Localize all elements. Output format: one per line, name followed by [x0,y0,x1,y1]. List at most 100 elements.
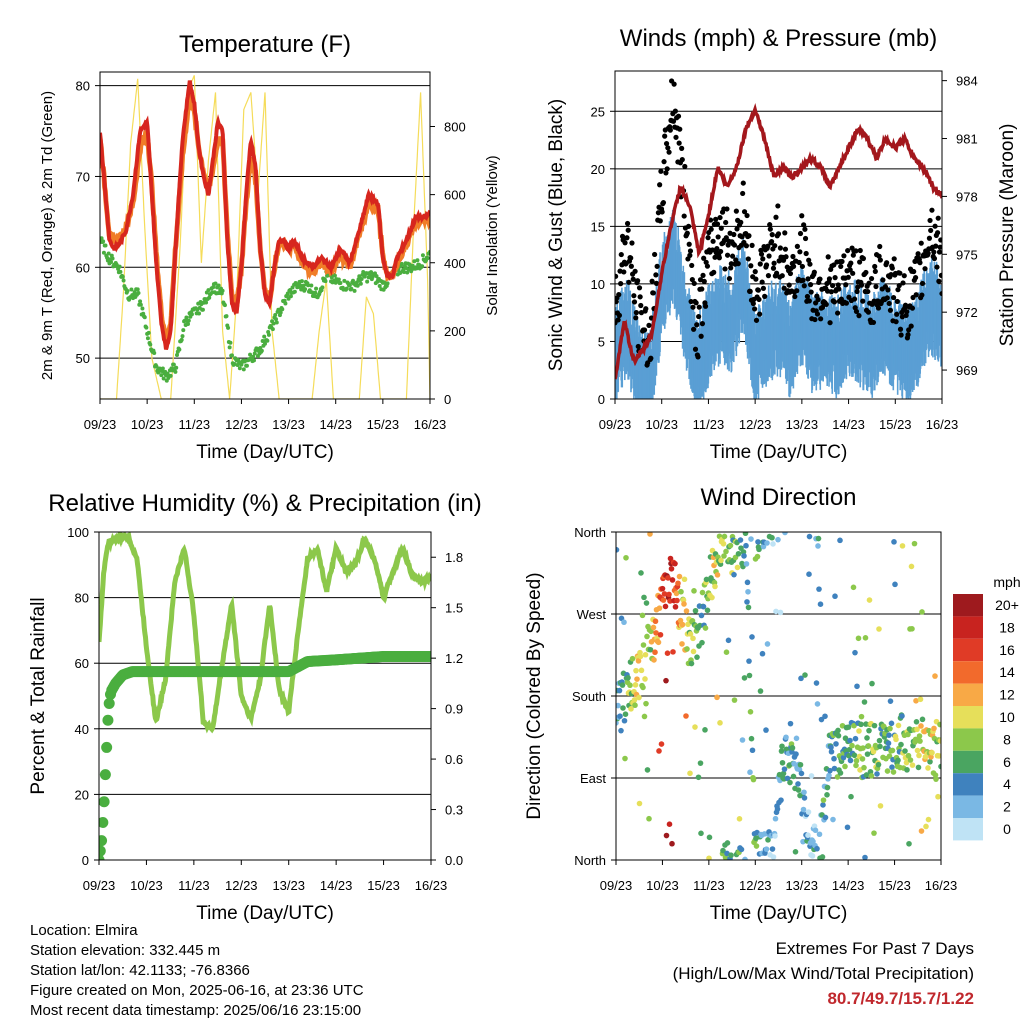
point-gust [689,276,695,283]
y-tick-label: 15 [591,219,605,234]
point-dewpoint [142,315,147,320]
point-dewpoint [179,337,184,342]
point-gust [818,316,824,322]
point-wind-direction [779,743,785,750]
point-total-rainfall [99,816,109,828]
point-wind-direction [932,673,938,679]
point-wind-direction [899,713,905,719]
point-wind-direction [886,753,893,759]
point-gust [922,266,928,272]
y-axis-label: Sonic Wind & Gust (Blue, Black) [546,99,567,371]
point-gust [938,272,942,278]
point-gust [926,235,933,241]
point-wind-direction [676,573,683,580]
point-gust [618,251,624,258]
x-tick-label: 12/23 [225,417,258,432]
point-wind-direction [643,600,650,606]
colorbar-label: 8 [1003,731,1011,747]
station-location: Location: Elmira [30,922,138,939]
point-gust [760,256,766,262]
point-gust [715,234,721,240]
point-wind-direction [846,746,853,753]
point-gust [635,278,641,284]
point-dewpoint [336,277,341,282]
colorbar-swatch [953,728,983,751]
point-wind-direction [892,581,898,588]
point-wind-direction [741,675,748,681]
point-gust [807,261,813,267]
point-gust [755,287,761,293]
point-wind-direction [885,740,892,747]
x-tick-label: 15/23 [878,878,911,893]
point-wind-direction [798,675,804,682]
point-wind-direction [778,748,785,754]
point-wind-direction [916,733,923,739]
x-tick-label: 16/23 [925,878,958,893]
y-tick-label: 0 [598,392,605,407]
point-gust [733,257,739,263]
point-wind-direction [812,827,819,834]
y-tick-label: North [574,525,606,540]
point-dewpoint [425,256,430,261]
point-wind-direction [877,743,883,750]
x-tick-label: 15/23 [367,878,400,893]
point-wind-direction [822,814,829,821]
point-dewpoint [274,317,278,322]
point-gust [667,127,673,133]
point-wind-direction [824,791,830,798]
point-gust [694,322,700,328]
point-gust [808,289,814,295]
point-wind-direction [913,697,919,704]
point-gust [643,306,649,312]
point-gust [679,145,685,151]
point-wind-direction [617,713,623,720]
point-gust [708,226,714,232]
extremes-summary: Extremes For Past 7 Days (High/Low/Max W… [673,936,974,1011]
point-dewpoint [273,313,278,318]
point-wind-direction [847,737,853,744]
point-dewpoint [263,341,267,346]
y-tick-label: 60 [75,656,89,671]
point-wind-direction [914,747,921,754]
point-wind-direction [667,555,674,562]
point-dewpoint [101,239,106,244]
point-wind-direction [828,744,834,751]
point-wind-direction [928,754,934,760]
colorbar-swatch [953,616,983,639]
point-dewpoint [138,302,143,307]
point-wind-direction [754,553,761,560]
point-gust [863,269,869,276]
point-gust [805,276,811,282]
point-wind-direction [618,727,624,734]
point-gust [925,250,931,256]
point-gust [649,278,655,284]
colorbar-label: 6 [1003,754,1011,770]
point-wind-direction [727,542,734,549]
point-gust [786,282,792,288]
point-dewpoint [270,327,275,332]
y-tick-label: South [572,689,606,704]
point-gust [637,294,643,300]
point-gust [731,242,738,248]
point-wind-direction [871,722,878,729]
point-gust [935,215,941,221]
point-dewpoint [402,270,407,275]
x-axis-label: Time (Day/UTC) [710,903,848,924]
point-gust [665,145,671,151]
point-wind-direction [863,721,869,727]
point-dewpoint [399,261,404,266]
point-wind-direction [667,598,673,604]
point-wind-direction [816,586,822,592]
point-gust [696,304,702,310]
y2-tick-label: 978 [956,189,978,204]
point-wind-direction [891,539,897,545]
point-gust [633,310,639,316]
point-gust [915,251,921,257]
point-wind-direction [632,682,639,688]
point-gust [686,241,692,247]
y2-tick-label: 0.6 [445,752,463,767]
point-dewpoint [232,361,237,366]
point-wind-direction [931,725,937,732]
point-gust [895,287,901,293]
point-total-rainfall [99,769,111,781]
